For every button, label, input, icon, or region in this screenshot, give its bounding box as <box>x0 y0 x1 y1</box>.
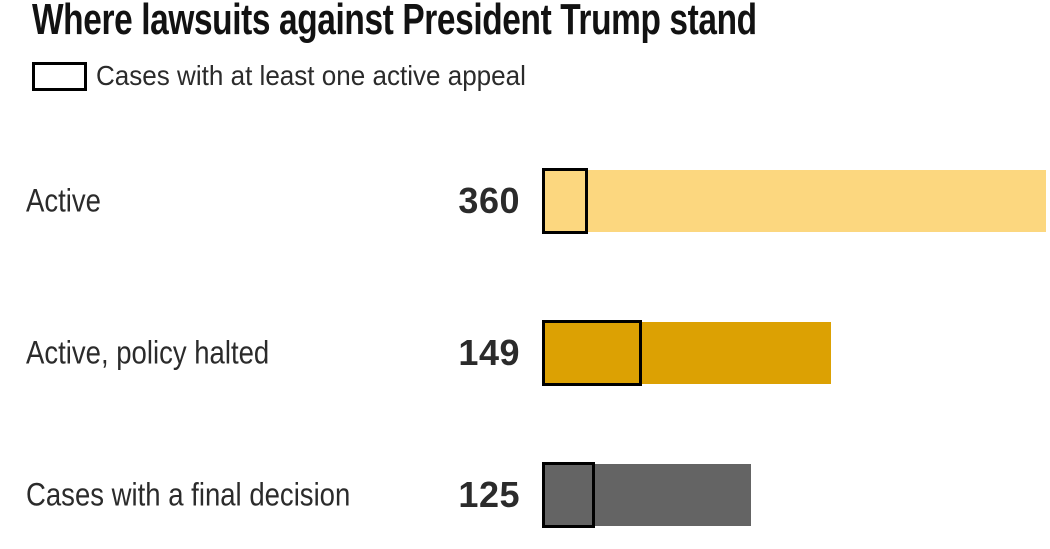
row-value: 360 <box>458 180 520 221</box>
appeal-outline-box <box>542 462 595 528</box>
chart-row-active: Active 360 <box>0 168 1050 234</box>
row-label: Cases with a final decision <box>26 477 403 514</box>
legend: Cases with at least one active appeal <box>32 60 558 91</box>
chart-row-policy-halted: Active, policy halted 149 <box>0 320 1050 386</box>
bar-policy-halted <box>542 320 831 386</box>
row-label: Active, policy halted <box>26 335 309 372</box>
chart-row-final-decision: Cases with a final decision 125 <box>0 462 1050 528</box>
bar-final-decision <box>542 462 751 528</box>
row-value: 125 <box>458 474 520 515</box>
row-label-text: Cases with a final decision <box>26 476 351 513</box>
legend-label: Cases with at least one active appeal <box>96 60 526 91</box>
row-label-text: Active, policy halted <box>26 334 270 371</box>
appeal-outline-box <box>542 168 588 234</box>
row-label: Active <box>26 183 113 220</box>
appeal-outline-box <box>542 320 642 386</box>
row-value: 149 <box>458 332 520 373</box>
bar-active <box>542 168 1046 234</box>
legend-appeal-swatch-icon <box>32 61 87 91</box>
row-label-text: Active <box>26 182 101 219</box>
chart-title: Where lawsuits against President Trump s… <box>32 0 757 44</box>
